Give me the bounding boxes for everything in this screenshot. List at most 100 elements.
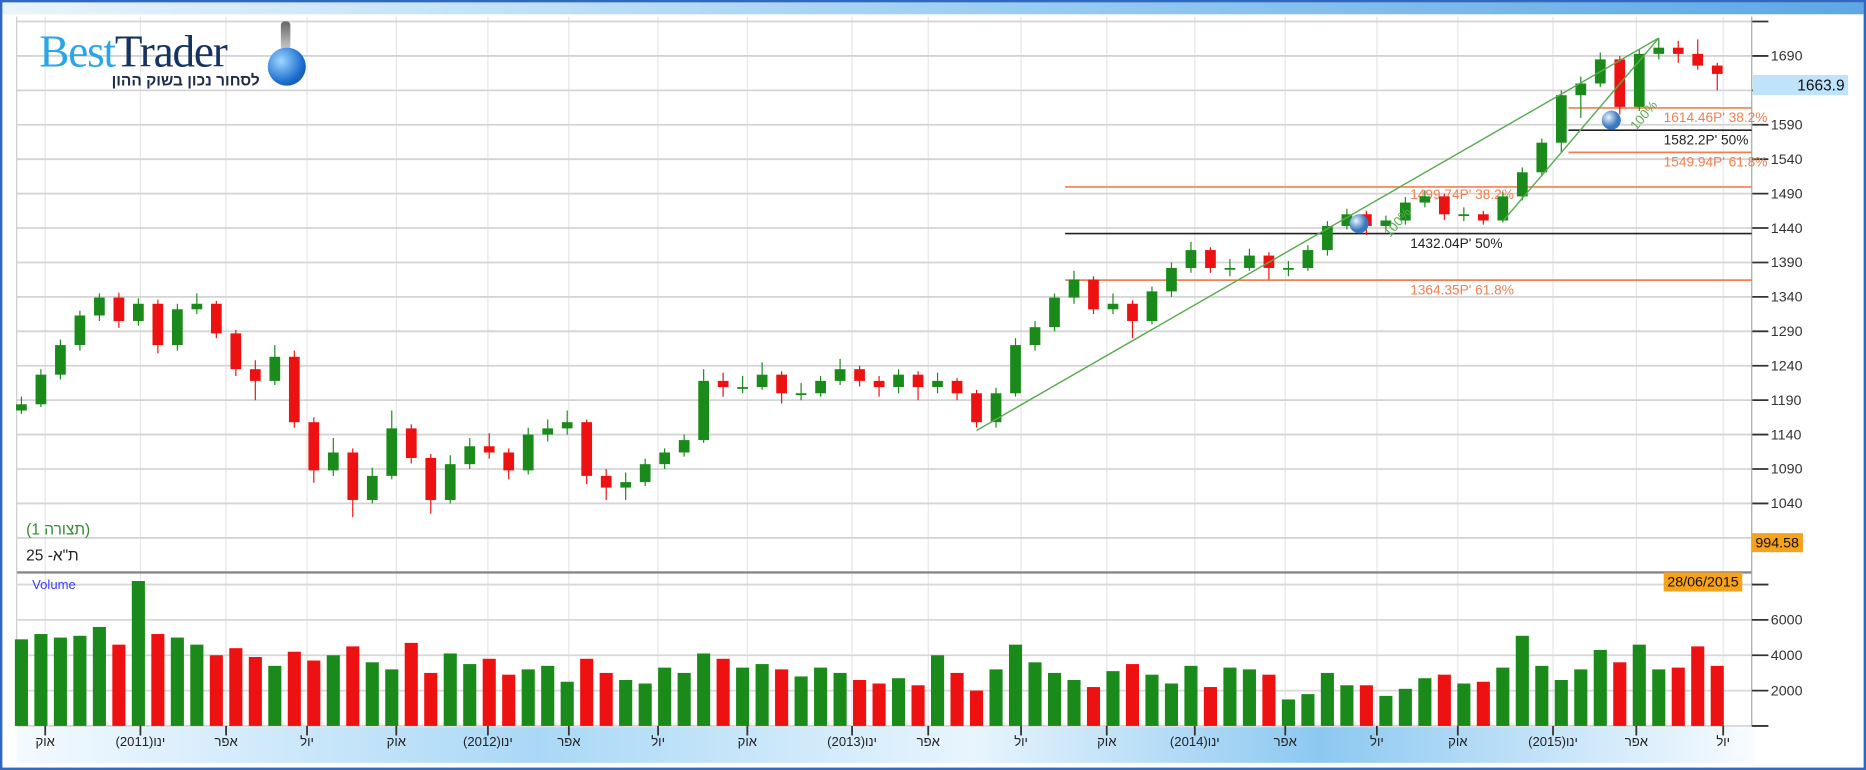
volume-bar — [307, 660, 321, 726]
volume-bar — [892, 678, 906, 726]
volume-bar — [151, 634, 165, 726]
candle-body — [873, 380, 885, 388]
volume-bar — [969, 690, 984, 726]
candle-body — [795, 393, 807, 396]
layout-legend: (תצורה 1) — [26, 520, 91, 538]
candle-body — [1438, 196, 1450, 215]
x-tick-label: ינו(2011) — [115, 735, 166, 750]
volume-bar — [1281, 699, 1295, 726]
candle-body — [386, 428, 398, 476]
candle-body — [620, 482, 632, 488]
logo-trader: Trader — [114, 27, 228, 78]
range-low-badge: 994.58 — [1751, 533, 1803, 553]
candle-body — [1419, 196, 1431, 203]
volume-bar — [326, 655, 340, 726]
candle-body — [464, 446, 476, 465]
candle-body — [1575, 83, 1587, 96]
volume-bar — [1652, 669, 1666, 726]
candle-body — [1107, 303, 1119, 310]
price-tick-label: 1090 — [1771, 462, 1803, 478]
candle-body — [269, 356, 281, 381]
globe-icon — [267, 47, 306, 86]
volume-bar — [931, 655, 945, 726]
volume-bar — [1613, 662, 1627, 726]
info-marker-icon[interactable] — [1349, 214, 1369, 234]
volume-bar — [14, 639, 28, 726]
trader-figure-icon — [280, 21, 291, 50]
volume-bar — [170, 637, 184, 726]
price-tick-label: 1390 — [1771, 255, 1803, 271]
candle-body — [366, 475, 378, 500]
trend-line — [976, 37, 1660, 432]
candle-body — [1341, 214, 1353, 226]
candle-body — [1497, 196, 1509, 221]
volume-bar — [190, 644, 204, 726]
candle-body — [1166, 267, 1177, 292]
volume-bar — [1535, 665, 1549, 726]
volume-bar — [677, 672, 691, 726]
volume-bar — [1067, 679, 1081, 726]
candle-body — [1711, 65, 1723, 74]
candle-body — [230, 333, 242, 370]
volume-bar — [1301, 694, 1315, 726]
volume-bar — [658, 667, 672, 726]
candle-body — [1653, 47, 1665, 54]
candle-body — [659, 452, 671, 465]
volume-bar — [34, 634, 48, 726]
x-tick-label: ינו(2013) — [827, 735, 877, 750]
x-tick-label: ינו(2014) — [1169, 735, 1220, 750]
candle-body — [600, 475, 612, 488]
fib-level-label: 1364.35P' 61.8% — [1410, 282, 1514, 297]
x-tick-label: יול — [1370, 735, 1384, 750]
candle-body — [1127, 303, 1138, 321]
volume-bar — [872, 683, 886, 726]
x-tick-label: אוק — [386, 735, 406, 750]
candle-body — [1146, 291, 1158, 321]
candle-body — [932, 380, 943, 388]
volume-bar — [1593, 649, 1607, 726]
volume-bar — [1359, 685, 1373, 726]
title-band — [2, 2, 1864, 15]
candle-body — [834, 369, 846, 381]
volume-bar — [853, 679, 867, 726]
volume-bar — [1340, 685, 1354, 726]
candle-body — [405, 428, 417, 458]
candle-body — [971, 393, 982, 423]
candle-body — [35, 374, 47, 405]
x-tick-label: ינו(2012) — [463, 735, 513, 750]
price-tick-label: 1440 — [1771, 221, 1803, 237]
volume-bar — [1223, 667, 1237, 726]
candle-body — [1283, 267, 1294, 270]
candle-body — [1205, 250, 1216, 268]
volume-bar — [1086, 687, 1101, 726]
x-tick-label: יול — [1014, 735, 1028, 750]
candle-body — [152, 303, 164, 346]
price-tick-label: 1490 — [1771, 186, 1803, 202]
volume-bar — [1632, 644, 1646, 726]
candle-body — [542, 428, 554, 435]
candle-body — [171, 309, 183, 346]
candle-body — [308, 422, 320, 471]
volume-bar — [385, 669, 399, 726]
candle-body — [698, 380, 710, 441]
fib-level-label: 1499.74P' 38.2% — [1410, 187, 1514, 202]
x-tick-label: אוק — [35, 735, 55, 750]
logo-tagline: לסחור נכון בשוק ההון — [111, 71, 260, 90]
candle-body — [1477, 214, 1489, 221]
candle-body — [1555, 95, 1567, 143]
candle-body — [1244, 255, 1255, 268]
volume-bar — [1320, 672, 1334, 726]
info-marker-icon[interactable] — [1601, 110, 1621, 130]
instrument-legend: ת"א- 25 — [26, 546, 79, 565]
candle-body — [776, 374, 787, 394]
volume-bar — [697, 653, 711, 726]
x-tick-label: אפר — [557, 735, 581, 750]
candle-body — [74, 315, 86, 346]
volume-bar — [775, 669, 789, 726]
volume-bar — [1496, 667, 1510, 726]
volume-bar — [443, 653, 457, 726]
volume-bar — [716, 658, 730, 726]
volume-bar — [365, 662, 379, 726]
